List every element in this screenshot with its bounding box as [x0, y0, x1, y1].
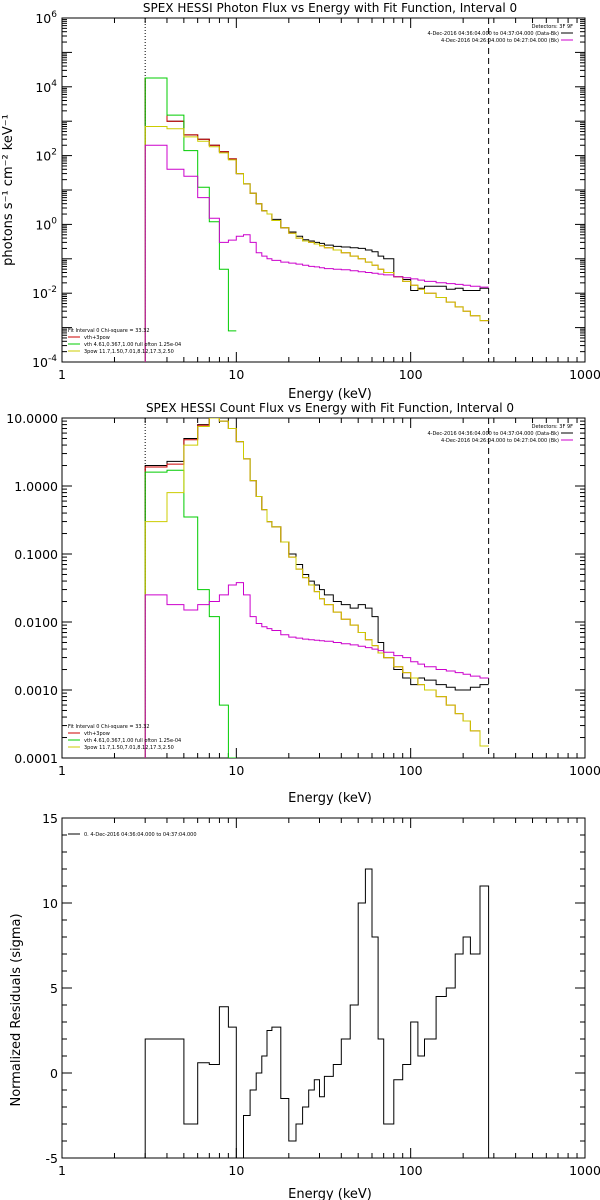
y-tick-label: 100 [35, 216, 57, 232]
series-3pow [144, 418, 489, 758]
x-tick-label: 1000 [569, 367, 600, 382]
y-tick-label: 10.0000 [6, 411, 58, 426]
y-tick-label: 10-4 [32, 354, 57, 370]
panel-photon-flux-ylabel: photons s⁻¹ cm⁻² keV⁻¹ [1, 114, 16, 266]
y-tick-label: 104 [35, 79, 57, 95]
series-vth-3pow [144, 418, 489, 758]
series-vth [144, 469, 237, 758]
y-tick-label: 5 [50, 981, 58, 996]
panel-count-flux: SPEX HESSI Count Flux vs Energy with Fit… [146, 401, 514, 806]
panel-photon-flux: SPEX HESSI Photon Flux vs Energy with Fi… [1, 1, 517, 402]
legend-header: Detectors: 3F 9F [532, 24, 573, 30]
fit-legend-entry: 3pow 11.7,1.50,7.01,8.12,17.3,2.50 [84, 745, 174, 751]
panel-residuals-frame [61, 817, 586, 1159]
series-vth-3pow [144, 77, 489, 362]
panel-photon-flux-xlabel: Energy (keV) [288, 387, 372, 402]
series-bk [144, 144, 489, 362]
legend-entry: 4-Dec-2016 04:26:04.000 to 04:27:04.000 … [441, 38, 559, 44]
x-tick-label: 1 [58, 1163, 66, 1178]
y-tick-label: 106 [35, 10, 57, 26]
panel-count-flux-title: SPEX HESSI Count Flux vs Energy with Fit… [146, 401, 514, 415]
y-tick-label: 0.0010 [14, 683, 58, 698]
panel-photon-flux-title: SPEX HESSI Photon Flux vs Energy with Fi… [143, 1, 517, 15]
y-tick-label: 0 [50, 1066, 58, 1081]
y-tick-label: 0.0100 [14, 615, 58, 630]
y-tick-label: 10-2 [32, 285, 57, 301]
x-tick-label: 1000 [569, 763, 600, 778]
series-vth [144, 77, 237, 362]
x-tick-label: 10 [228, 367, 244, 382]
panel-photon-flux-plot: 1 10 100 1000 10-4 10-2 100 102 104 106 Detectors:… [32, 10, 600, 382]
x-tick-label: 10 [228, 1163, 244, 1178]
x-tick-label: 1 [58, 763, 66, 778]
fit-legend-entry: 0. 4-Dec-2016 04:36:04.000 to 04:37:04.0… [84, 832, 197, 838]
y-tick-label: 10 [42, 896, 58, 911]
y-tick-label: 102 [35, 148, 57, 164]
fit-legend-entry: vth+3pow [84, 335, 110, 341]
y-tick-label: 1.0000 [14, 479, 58, 494]
panel-photon-flux-frame [61, 17, 586, 363]
y-tick-label: 0.1000 [14, 547, 58, 562]
legend-entry: 4-Dec-2016 04:26:04.000 to 04:27:04.000 … [441, 438, 559, 444]
panel-residuals-plot: 1 10 100 1000 -5 0 5 10 15 0. 4-Dec-2016 04:36:04… [42, 811, 600, 1178]
series-data-bk [144, 418, 489, 758]
fit-legend-header: Fit Interval 0 Chi-square = 33.32 [68, 328, 150, 334]
fit-legend-entry: vth 4.61,0.367,1.00 full ofton 1.25e-04 [84, 342, 181, 348]
series-3pow [144, 126, 489, 362]
panel-residuals: Energy (keV) Normalized Residuals (sigma… [9, 913, 372, 1200]
x-tick-label: 100 [399, 367, 423, 382]
series-data-bk [144, 77, 489, 362]
fit-legend-entry: 3pow 11.7,1.50,7.01,8.12,17.3,2.50 [84, 349, 174, 355]
panel-residuals-xlabel: Energy (keV) [288, 1187, 372, 1200]
fit-legend-entry: vth 4.61,0.367,1.00 full ofton 1.25e-04 [84, 738, 181, 744]
x-tick-label: 1 [58, 367, 66, 382]
y-tick-label: -5 [46, 1151, 58, 1166]
y-tick-label: 15 [42, 811, 58, 826]
panel-residuals-ylabel: Normalized Residuals (sigma) [9, 913, 24, 1106]
legend-header: Detectors: 3F 9F [532, 424, 573, 430]
legend-entry: 4-Dec-2016 04:36:04.000 to 04:37:04.000 … [427, 31, 559, 37]
series-residuals [144, 868, 490, 1158]
y-tick-label: 0.0001 [14, 751, 58, 766]
legend-entry: 4-Dec-2016 04:36:04.000 to 04:37:04.000 … [427, 431, 559, 437]
x-tick-label: 100 [399, 763, 423, 778]
x-tick-label: 100 [399, 1163, 423, 1178]
panel-count-flux-frame [61, 417, 586, 759]
series-bk [144, 582, 489, 758]
fit-legend-entry: vth+3pow [84, 731, 110, 737]
fit-legend-header: Fit Interval 0 Chi-square = 33.32 [68, 724, 150, 730]
x-tick-label: 1000 [569, 1163, 600, 1178]
panel-count-flux-xlabel: Energy (keV) [288, 791, 372, 806]
panel-count-flux-plot: 1 10 100 1000 0.0001 0.0010 0.0100 0.1000 1.0000… [6, 411, 600, 778]
x-tick-label: 10 [228, 763, 244, 778]
